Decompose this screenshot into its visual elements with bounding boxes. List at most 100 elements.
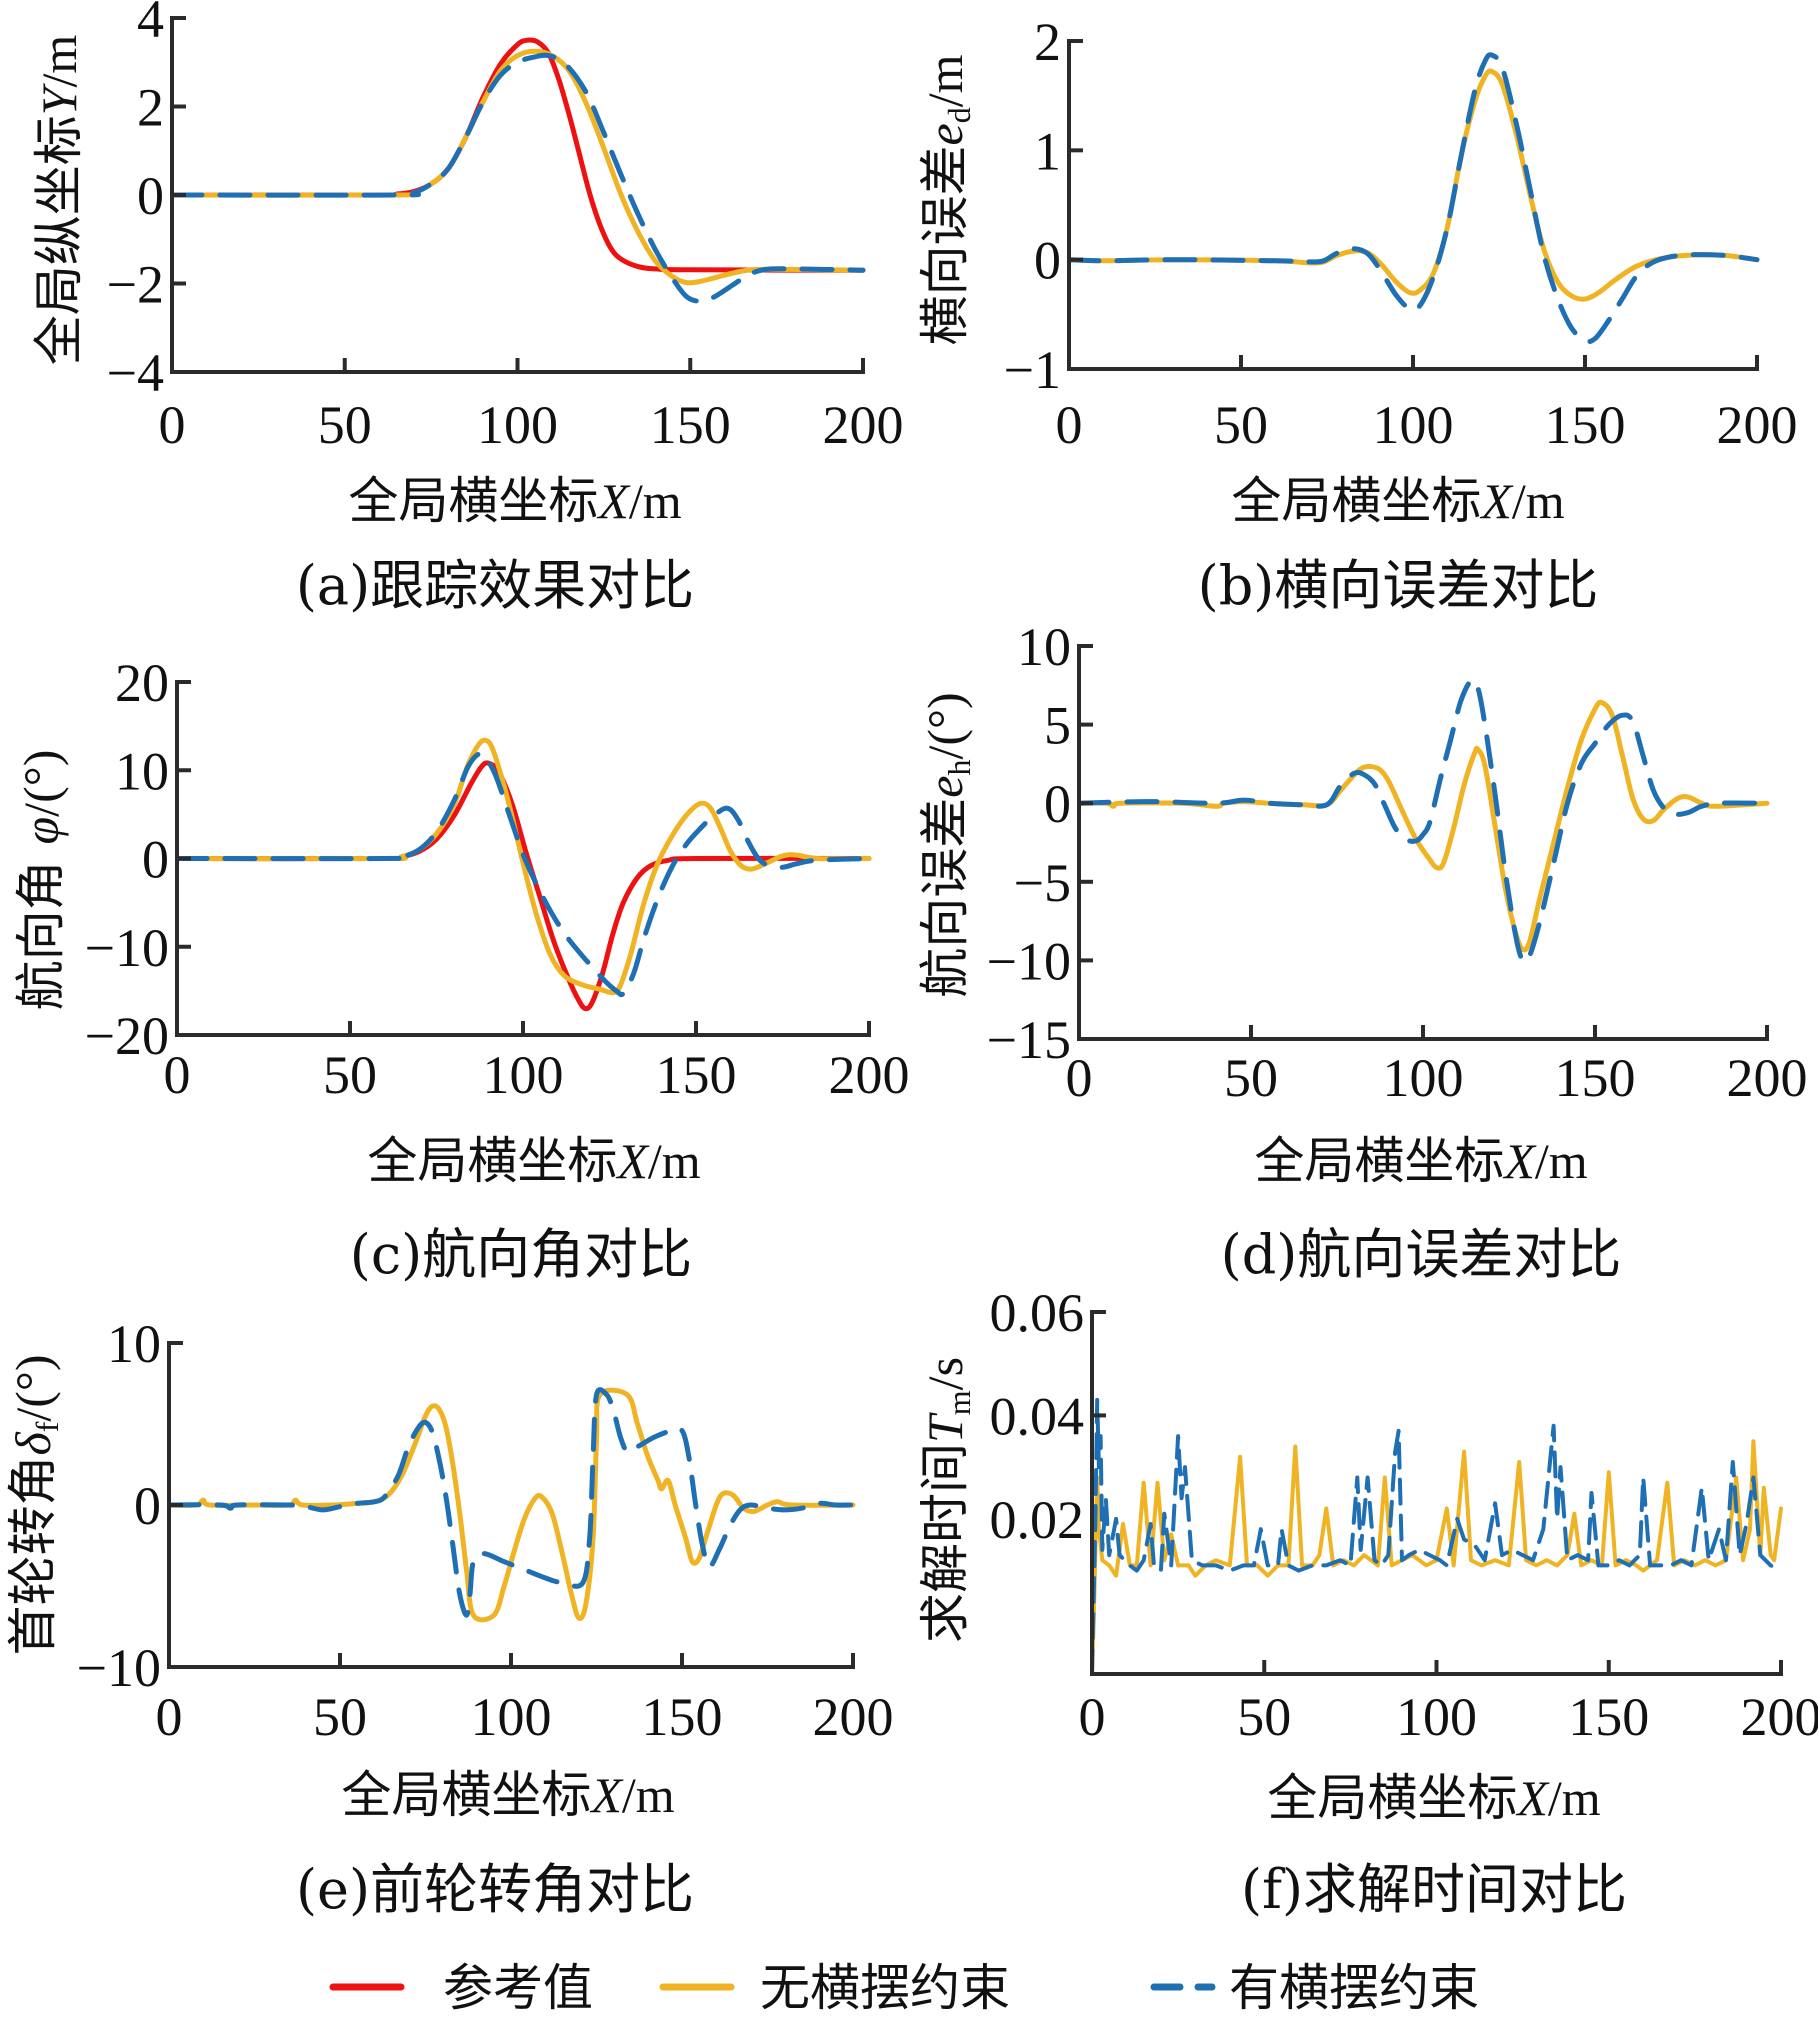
series-line-no-yaw-constraint bbox=[1069, 68, 1760, 302]
y-tick-label: 10 bbox=[107, 1314, 161, 1374]
y-tick-label: −10 bbox=[85, 918, 169, 978]
x-tick-label: 150 bbox=[650, 395, 731, 455]
x-tick-label: 200 bbox=[1741, 1687, 1818, 1747]
axes-f bbox=[1090, 1310, 1783, 1676]
y-tick-label: −2 bbox=[107, 255, 164, 315]
panel-f: 0 50 100 150 200 0.06 0.04 0.02 bbox=[990, 1283, 1818, 1747]
x-tick-label: 100 bbox=[1373, 395, 1454, 455]
x-tick-label: 50 bbox=[323, 1045, 377, 1105]
x-tick-label: 100 bbox=[1383, 1048, 1464, 1108]
x-tick-label: 200 bbox=[823, 395, 904, 455]
x-tick-label: 0 bbox=[164, 1045, 191, 1105]
x-tick-label: 150 bbox=[656, 1045, 737, 1105]
y-tick-label: 2 bbox=[137, 78, 164, 138]
y-tick-label: 0.02 bbox=[990, 1490, 1085, 1550]
x-axis-title-b: 全局横坐标X/m bbox=[1231, 472, 1564, 530]
y-tick-label: 20 bbox=[115, 653, 169, 713]
y-tick-label: −1 bbox=[1004, 340, 1061, 400]
series-line-yaw-constraint bbox=[172, 52, 866, 304]
x-tick-label: 50 bbox=[1214, 395, 1268, 455]
panel-a: 0 50 100 150 200 4 2 0 −2 −4 bbox=[107, 0, 904, 455]
x-tick-label: 100 bbox=[471, 1687, 552, 1747]
x-tick-label: 200 bbox=[829, 1045, 910, 1105]
series-line-yaw-constraint bbox=[1079, 677, 1770, 965]
axes-d bbox=[1077, 644, 1769, 1041]
y-axis-title-e: 首轮转角δf/(°) bbox=[4, 1354, 65, 1655]
x-axis-title-d: 全局横坐标X/m bbox=[1254, 1132, 1587, 1190]
y-tick-label: 1 bbox=[1034, 121, 1061, 181]
y-tick-label: −10 bbox=[77, 1638, 161, 1698]
series-line-reference bbox=[172, 37, 866, 273]
legend-label-yaw-constraint: 有横摆约束 bbox=[1229, 1959, 1479, 2017]
caption-e: (e)前轮转角对比 bbox=[296, 1858, 694, 1921]
x-axis-title-a: 全局横坐标X/m bbox=[348, 472, 681, 530]
y-axis-title-a: 全局纵坐标Y/m bbox=[30, 35, 88, 366]
x-tick-label: 200 bbox=[1727, 1048, 1808, 1108]
x-tick-label: 0 bbox=[1066, 1048, 1093, 1108]
y-tick-label: 5 bbox=[1044, 696, 1071, 756]
y-tick-label: −5 bbox=[1014, 853, 1071, 913]
x-tick-label: 50 bbox=[313, 1687, 367, 1747]
series-line-yaw-constraint bbox=[169, 1387, 856, 1618]
caption-d: (d)航向误差对比 bbox=[1221, 1223, 1622, 1286]
caption-b: (b)横向误差对比 bbox=[1198, 554, 1599, 617]
y-tick-label: −20 bbox=[85, 1006, 169, 1066]
y-tick-label: 0.06 bbox=[990, 1283, 1085, 1343]
y-tick-label: −15 bbox=[987, 1010, 1071, 1070]
caption-c: (c)航向角对比 bbox=[350, 1223, 692, 1286]
y-tick-label: 0 bbox=[1044, 774, 1071, 834]
series-line-no-yaw-constraint bbox=[172, 48, 866, 286]
y-tick-label: 0 bbox=[134, 1476, 161, 1536]
y-tick-label: 2 bbox=[1034, 12, 1061, 72]
x-tick-label: 150 bbox=[1568, 1687, 1649, 1747]
y-tick-label: 0.04 bbox=[990, 1386, 1085, 1446]
x-axis-title-e: 全局横坐标X/m bbox=[341, 1766, 674, 1824]
y-tick-label: 0 bbox=[1034, 231, 1061, 291]
x-tick-label: 50 bbox=[1237, 1687, 1291, 1747]
y-tick-label: 10 bbox=[1017, 617, 1071, 677]
x-tick-label: 200 bbox=[1717, 395, 1798, 455]
x-axis-title-c: 全局横坐标X/m bbox=[367, 1132, 700, 1190]
x-tick-label: 150 bbox=[1555, 1048, 1636, 1108]
series-line-yaw-constraint bbox=[177, 751, 872, 998]
y-axis-title-f: 求解时间Tm/s bbox=[916, 1357, 977, 1643]
series-line-yaw-constraint bbox=[1069, 52, 1760, 345]
x-tick-label: 0 bbox=[1056, 395, 1083, 455]
series-line-reference bbox=[177, 760, 872, 1012]
y-axis-title-b: 横向误差ed/m bbox=[916, 54, 977, 345]
y-tick-label: 0 bbox=[142, 830, 169, 890]
x-tick-label: 50 bbox=[318, 395, 372, 455]
y-tick-label: −10 bbox=[987, 931, 1071, 991]
series-line-yaw-constraint bbox=[1092, 1397, 1783, 1674]
legend: 参考值 无横摆约束 有横摆约束 bbox=[329, 1959, 1479, 2017]
y-axis-title-c: 航向角 φ/(°) bbox=[12, 750, 70, 1011]
x-tick-label: 0 bbox=[1079, 1687, 1106, 1747]
x-tick-label: 0 bbox=[159, 395, 186, 455]
series-line-no-yaw-constraint bbox=[1079, 699, 1770, 953]
legend-label-reference: 参考值 bbox=[443, 1959, 593, 2017]
caption-a: (a)跟踪效果对比 bbox=[296, 554, 694, 617]
x-axis-title-f: 全局横坐标X/m bbox=[1267, 1769, 1600, 1827]
x-tick-label: 200 bbox=[813, 1687, 894, 1747]
x-tick-label: 100 bbox=[1396, 1687, 1477, 1747]
x-tick-label: 0 bbox=[156, 1687, 183, 1747]
x-tick-label: 150 bbox=[642, 1687, 723, 1747]
y-tick-label: −4 bbox=[107, 343, 164, 403]
x-tick-label: 150 bbox=[1545, 395, 1626, 455]
x-tick-label: 100 bbox=[483, 1045, 564, 1105]
y-tick-label: 4 bbox=[137, 0, 164, 49]
y-tick-label: 10 bbox=[115, 741, 169, 801]
y-tick-label: 0 bbox=[137, 166, 164, 226]
x-tick-label: 50 bbox=[1224, 1048, 1278, 1108]
axes-b bbox=[1067, 39, 1759, 371]
legend-label-no-yaw-constraint: 无横摆约束 bbox=[760, 1959, 1010, 2017]
caption-f: (f)求解时间对比 bbox=[1241, 1858, 1627, 1921]
y-axis-title-d: 航向误差eh/(°) bbox=[916, 692, 977, 997]
x-tick-label: 100 bbox=[477, 395, 558, 455]
